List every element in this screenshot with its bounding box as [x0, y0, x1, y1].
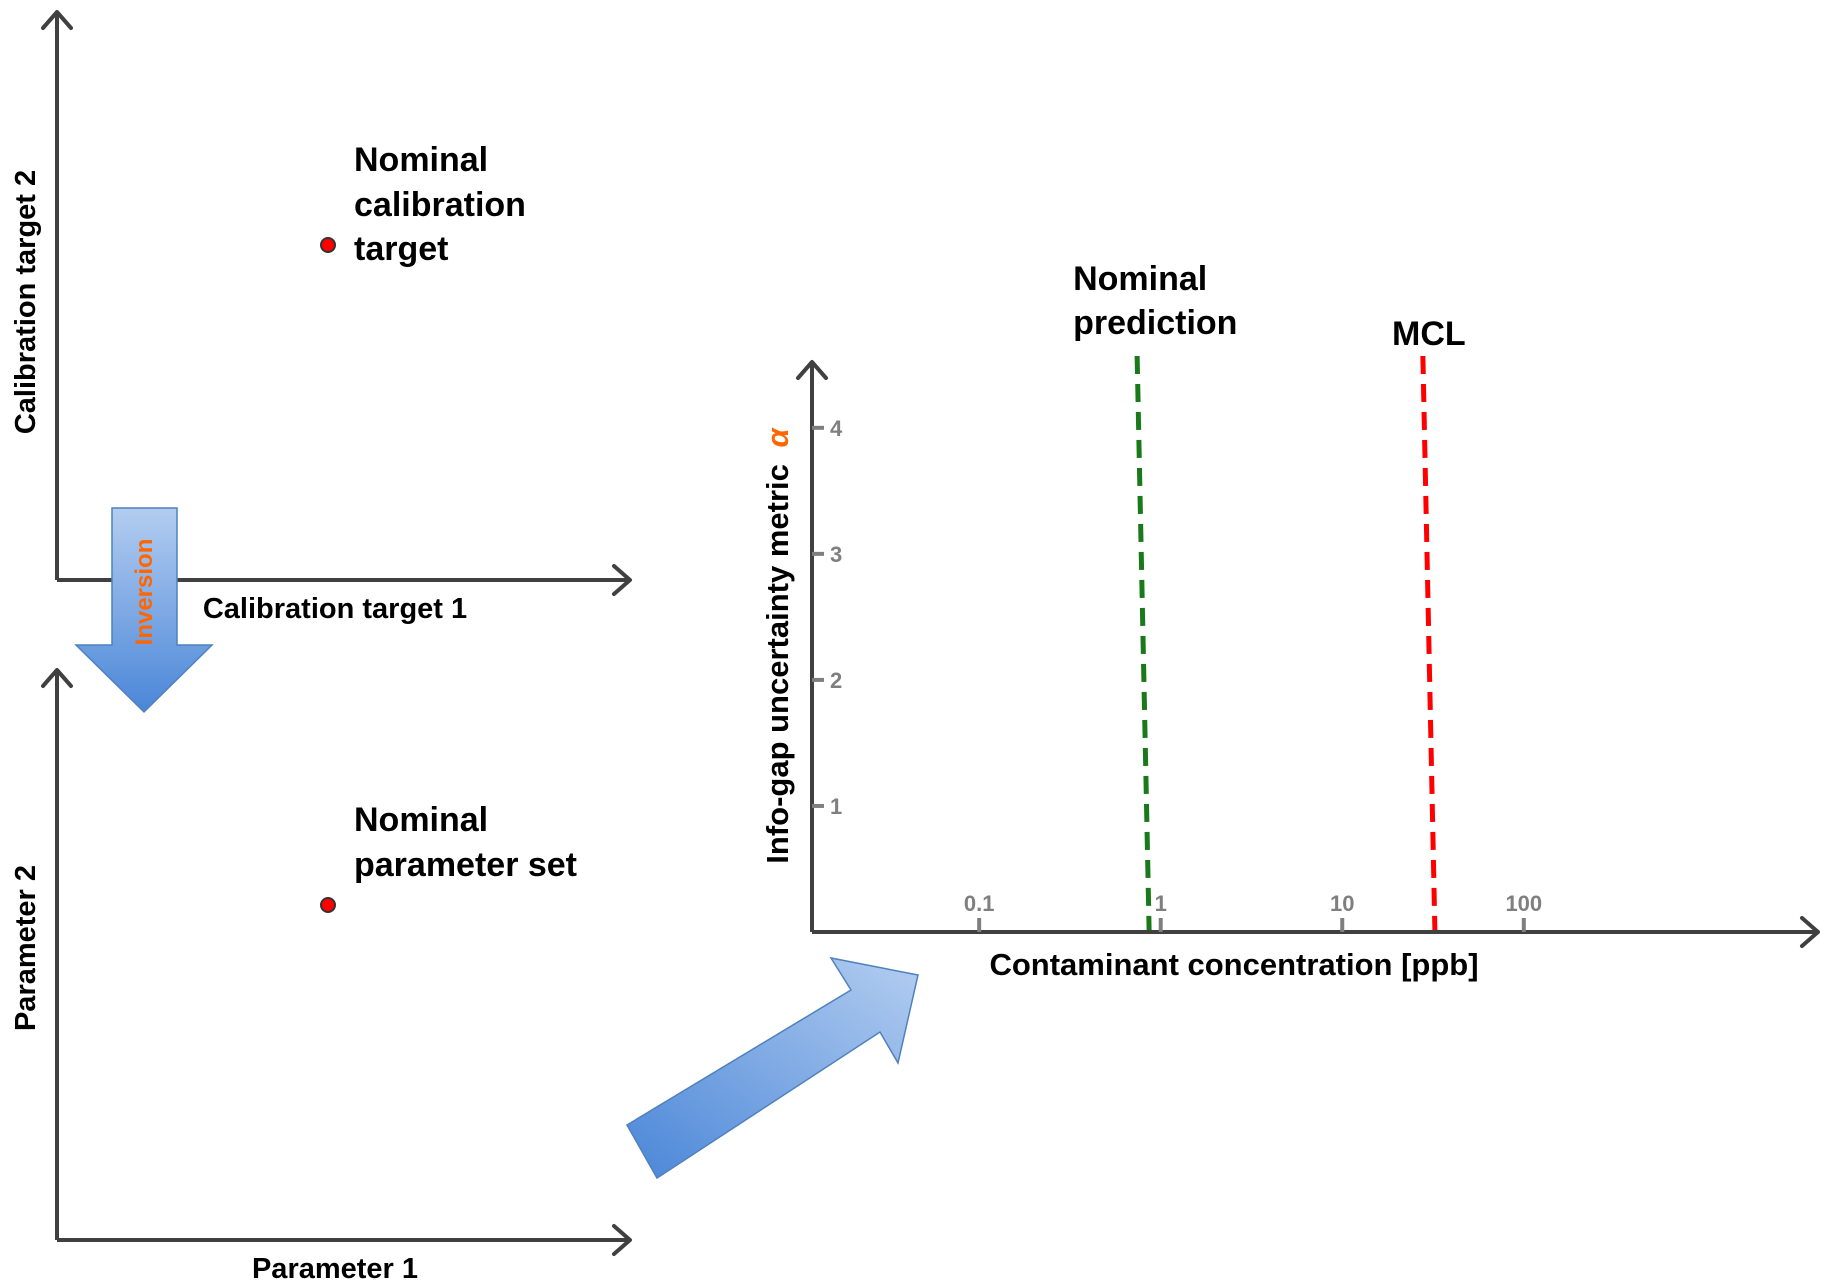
chart-y-label-text: Info-gap uncertainty metric: [760, 464, 795, 864]
calibration-y-label: Calibration target 2: [10, 170, 42, 434]
calibration-x-axis-arrowhead: [612, 564, 632, 596]
x-tick-label-2: 10: [1330, 891, 1354, 916]
parameter-x-label: Parameter 1: [252, 1253, 418, 1281]
nominal-parameter-set-label-line1: Nominal: [354, 801, 488, 839]
parameter-x-axis-arrowhead: [612, 1224, 632, 1256]
y-tick-label-1: 2: [830, 668, 842, 693]
nominal-calibration-target-label-line3: target: [354, 230, 448, 268]
alpha-symbol: α: [760, 427, 795, 448]
chart-y-axis-arrowhead: [796, 360, 828, 380]
inversion-label: Inversion: [131, 539, 158, 646]
y-tick-label-3: 4: [830, 416, 843, 441]
parameter-y-label: Parameter 2: [10, 865, 42, 1031]
prediction-arrow: [625, 956, 919, 1180]
series-label-0-0: Nominal: [1073, 260, 1207, 298]
chart-y-ticks: 1 2 3 4: [812, 416, 843, 819]
x-tick-label-1: 1: [1155, 891, 1167, 916]
x-tick-label-3: 100: [1505, 891, 1542, 916]
series-line-nominal-prediction: [1134, 355, 1152, 931]
series-label-1-0: MCL: [1392, 315, 1466, 353]
chart-y-label: Info-gap uncertainty metric α: [760, 427, 795, 864]
series-line-mcl: [1420, 355, 1438, 931]
calibration-x-label: Calibration target 1: [203, 593, 467, 625]
y-tick-label-0: 1: [830, 794, 842, 819]
series-label-0-1: prediction: [1073, 304, 1237, 342]
inversion-arrow-shape: [74, 507, 214, 714]
parameter-plot: Parameter 1 Parameter 2 Nominal paramete…: [10, 668, 632, 1281]
y-tick-label-2: 3: [830, 542, 842, 567]
calibration-y-axis-arrowhead: [41, 10, 73, 30]
parameter-y-axis-arrowhead: [41, 668, 73, 688]
nominal-calibration-target-point: [320, 237, 336, 253]
nominal-parameter-set-label-line2: parameter set: [354, 846, 577, 884]
chart-series: Nominal prediction MCL: [1073, 260, 1466, 931]
x-tick-label-0: 0.1: [964, 891, 995, 916]
nominal-calibration-target-label-line1: Nominal: [354, 141, 488, 179]
prediction-chart: 0.1 1 10 100 1 2 3 4 Nominal prediction MCL Cont…: [760, 260, 1820, 982]
chart-x-axis-arrowhead: [1800, 916, 1820, 948]
nominal-calibration-target-label-line2: calibration: [354, 186, 526, 224]
calibration-plot: Calibration target 1 Calibration target …: [10, 10, 632, 625]
chart-x-ticks: 0.1 1 10 100: [964, 891, 1542, 932]
chart-x-label: Contaminant concentration [ppb]: [989, 947, 1478, 982]
nominal-parameter-set-point: [320, 897, 336, 913]
inversion-arrow: Inversion: [74, 507, 214, 714]
